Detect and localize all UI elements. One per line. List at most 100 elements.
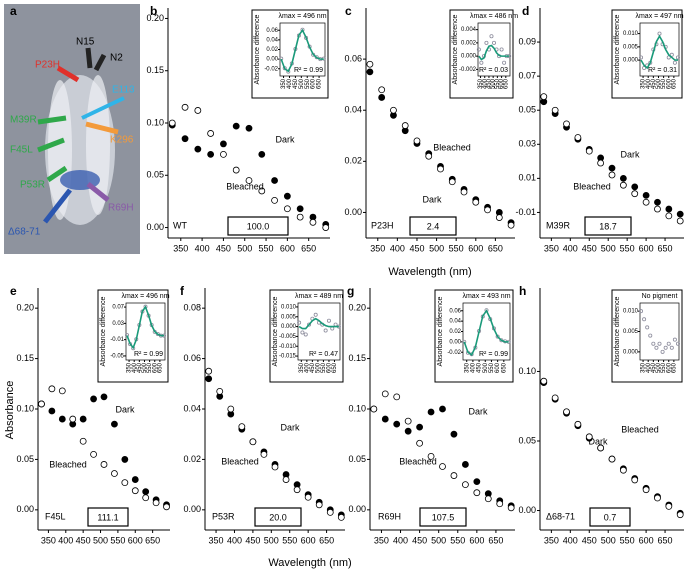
data-point bbox=[48, 385, 56, 393]
inset-y-label: Absorbance difference bbox=[272, 296, 279, 366]
mutant-label: P23H bbox=[371, 220, 394, 230]
arrow bbox=[86, 182, 110, 202]
inset-x-tick-label: 600 bbox=[666, 78, 672, 89]
y-tick-label: 0.10 bbox=[146, 117, 164, 127]
x-tick-label: 450 bbox=[412, 535, 427, 545]
y-tick-label: 0.01 bbox=[518, 173, 536, 183]
x-tick-label: 500 bbox=[264, 535, 279, 545]
inset-y-tick-label: 0.02 bbox=[266, 47, 278, 53]
inset-y-tick-label: 0.07 bbox=[112, 305, 124, 311]
x-tick-label: 550 bbox=[110, 535, 125, 545]
activity-value: 100.0 bbox=[247, 221, 270, 231]
mutant-label: Δ68-71 bbox=[546, 511, 575, 521]
y-tick-label: -0.01 bbox=[515, 207, 536, 217]
data-point bbox=[232, 166, 240, 174]
inset-x-tick-label: 350 bbox=[299, 362, 305, 373]
residue-label: P53R bbox=[20, 180, 45, 191]
mutant-label: P53R bbox=[212, 511, 235, 521]
series-label: Bleached bbox=[399, 456, 437, 466]
inset-point bbox=[654, 345, 659, 350]
inset-y-tick-label: 0.000 bbox=[623, 349, 639, 355]
data-point bbox=[304, 493, 312, 501]
panel-label: e bbox=[10, 284, 17, 298]
data-point bbox=[676, 217, 684, 225]
data-point bbox=[90, 450, 97, 458]
series-label: Dark bbox=[468, 406, 488, 416]
series-label: Dark bbox=[115, 404, 135, 414]
data-point bbox=[90, 395, 97, 403]
inset-x-tick-label: 350 bbox=[641, 362, 647, 373]
inset-title: λmax = 496 nm bbox=[278, 13, 326, 20]
y-tick-label: 0.05 bbox=[16, 454, 34, 464]
data-point bbox=[437, 165, 444, 173]
inset-x-tick-label: 500 bbox=[656, 78, 662, 89]
arrow bbox=[85, 121, 119, 135]
x-tick-label: 550 bbox=[620, 535, 635, 545]
inset-y-label: Absorbance difference bbox=[254, 14, 261, 84]
series-label: Dark bbox=[422, 194, 442, 204]
data-point bbox=[425, 152, 433, 160]
inset-x-tick-label: 350 bbox=[478, 78, 484, 89]
activity-value: 0.7 bbox=[604, 512, 617, 522]
data-point bbox=[665, 205, 673, 213]
inset-x-tick-label: 600 bbox=[495, 362, 501, 373]
inset-point bbox=[499, 47, 504, 52]
inset-x-tick-label: 450 bbox=[477, 362, 483, 373]
x-tick-label: 350 bbox=[374, 535, 389, 545]
residue-label: N2 bbox=[110, 53, 123, 64]
x-tick-label: 650 bbox=[319, 535, 334, 545]
x-tick-label: 600 bbox=[639, 243, 654, 253]
inset-point bbox=[672, 60, 677, 65]
x-tick-label: 350 bbox=[173, 243, 188, 253]
data-point bbox=[619, 181, 627, 189]
inset-x-tick-label: 650 bbox=[317, 78, 323, 89]
inset-y-tick-label: 0.02 bbox=[449, 329, 461, 335]
inset-y-tick-label: -0.015 bbox=[279, 354, 297, 360]
data-point bbox=[585, 433, 593, 441]
data-point bbox=[495, 214, 503, 221]
data-point bbox=[258, 150, 266, 158]
data-point bbox=[404, 417, 412, 425]
x-tick-label: 500 bbox=[237, 243, 252, 253]
inset-title: λmax = 486 nm bbox=[470, 13, 518, 20]
inset-r2: R² = 0.03 bbox=[479, 67, 508, 74]
panel-label: f bbox=[180, 284, 185, 298]
data-point bbox=[416, 423, 424, 431]
inset-fit-line bbox=[463, 309, 509, 357]
data-point bbox=[326, 508, 334, 516]
inset-y-tick-label: 0.06 bbox=[266, 28, 278, 34]
inset-x-tick-label: 400 bbox=[132, 362, 138, 373]
inset-y-label: Absorbance difference bbox=[100, 296, 107, 366]
inset-point bbox=[491, 40, 496, 45]
inset-y-tick-label: -0.02 bbox=[447, 350, 461, 356]
inset-x-tick-label: 500 bbox=[491, 78, 497, 89]
data-point bbox=[142, 494, 150, 502]
inset-point bbox=[666, 341, 671, 346]
inset-point bbox=[657, 341, 662, 346]
activity-box bbox=[409, 216, 457, 236]
inset-x-tick-label: 600 bbox=[499, 78, 505, 89]
inset-x-tick-label: 500 bbox=[299, 78, 305, 89]
data-point bbox=[245, 177, 253, 184]
y-tick-label: 0.08 bbox=[183, 303, 201, 313]
inset-point bbox=[502, 60, 507, 65]
inset-x-tick-label: 450 bbox=[137, 362, 143, 373]
mutant-label: M39R bbox=[546, 220, 571, 230]
data-point bbox=[207, 150, 215, 158]
x-tick-label: 550 bbox=[620, 243, 635, 253]
data-point bbox=[168, 119, 176, 127]
series-label: Dark bbox=[588, 436, 608, 446]
data-point bbox=[472, 198, 480, 206]
x-tick-label: 450 bbox=[409, 243, 424, 253]
y-tick-label: 0.06 bbox=[183, 353, 201, 363]
data-point bbox=[393, 420, 401, 428]
inset-y-tick-label: 0.010 bbox=[281, 305, 297, 311]
inset-frame bbox=[97, 289, 169, 383]
x-tick-label: 350 bbox=[544, 243, 559, 253]
inset-title: λmax = 489 nm bbox=[295, 293, 343, 300]
data-point bbox=[227, 405, 235, 413]
data-point bbox=[142, 488, 150, 496]
x-tick-label: 650 bbox=[658, 243, 673, 253]
data-point bbox=[484, 495, 492, 503]
x-tick-label: 650 bbox=[488, 535, 503, 545]
